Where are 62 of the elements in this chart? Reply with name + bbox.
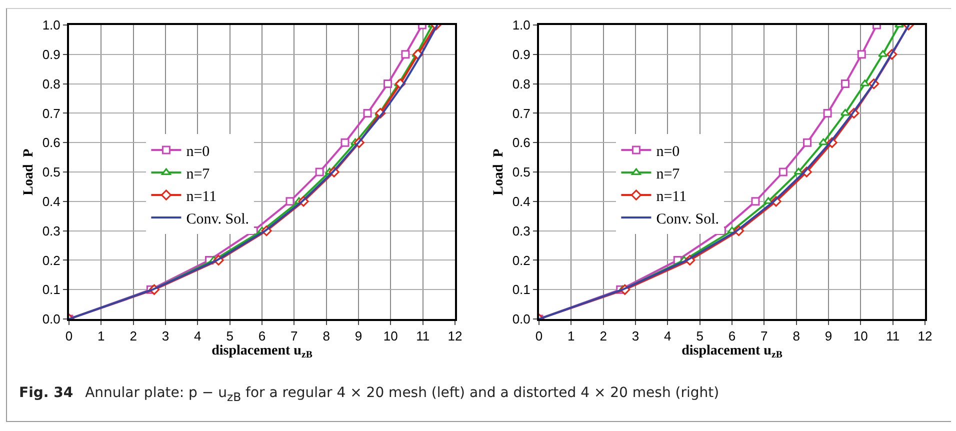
x-tick-label: 5: [696, 328, 704, 344]
y-tick-label: 1.0: [512, 18, 530, 33]
y-tick-label: 0.0: [42, 312, 60, 327]
x-tick-label: 2: [130, 328, 137, 344]
x-tick-label: 11: [416, 328, 430, 344]
x-tick-label: 11: [886, 328, 900, 344]
x-axis-title: displacement u$_{zB}$: [212, 344, 313, 361]
y-tick-label: 0.9: [512, 46, 530, 62]
legend-label: n=7: [186, 166, 210, 182]
y-tick-label: 0.6: [42, 135, 60, 150]
x-tick-label: 1: [98, 328, 105, 344]
y-tick-label: 0.9: [42, 46, 60, 62]
y-tick-label: 0.8: [512, 76, 530, 92]
text: Annular plate: p − u$_{zB}$ for a regular 4 × 20 mesh (left) and a distorted 4 × 20 mesh (right): [85, 385, 720, 404]
x-tick-label: 7: [760, 328, 768, 344]
x-tick-label: 10: [853, 328, 868, 344]
x-tick-label: 0: [65, 328, 73, 344]
x-tick-label: 9: [354, 328, 362, 344]
y-tick-label: 1.0: [42, 18, 60, 33]
legend-label: n=11: [656, 188, 687, 205]
x-tick-label: 1: [568, 328, 575, 344]
legend-label: n=0: [656, 144, 680, 160]
y-tick-label: 0.8: [42, 76, 60, 92]
x-tick-label: 4: [664, 328, 672, 344]
x-tick-label: 6: [258, 328, 266, 344]
y-tick-label: 0.7: [42, 106, 60, 121]
legend-label: n=11: [186, 188, 217, 205]
y-tick-label: 0.4: [42, 194, 60, 209]
y-tick-label: 0.5: [512, 164, 530, 180]
caption: Fig. 34: [19, 385, 74, 401]
legend-label: n=7: [656, 166, 680, 182]
x-tick-label: 4: [194, 328, 202, 344]
x-tick-label: 2: [600, 328, 607, 344]
legend-label: n=0: [186, 144, 210, 160]
y-axis-title: Load P: [491, 148, 506, 196]
y-tick-label: 0.5: [42, 164, 60, 180]
y-tick-label: 0.4: [512, 194, 530, 209]
x-tick-label: 6: [728, 328, 736, 344]
x-tick-label: 5: [226, 328, 234, 344]
y-tick-label: 0.3: [512, 223, 530, 238]
x-tick-label: 8: [792, 328, 800, 344]
x-tick-label: 7: [290, 328, 298, 344]
y-tick-label: 0.1: [42, 282, 60, 298]
y-tick-label: 0.0: [512, 312, 530, 327]
y-tick-label: 0.3: [42, 223, 60, 238]
x-tick-label: 3: [632, 328, 640, 344]
y-tick-label: 0.7: [512, 106, 530, 121]
x-tick-label: 9: [824, 328, 832, 344]
y-axis-title: Load P: [21, 148, 36, 196]
x-tick-label: 3: [162, 328, 170, 344]
y-tick-label: 0.2: [42, 252, 60, 268]
y-tick-label: 0.6: [512, 135, 530, 150]
x-tick-label: 0: [535, 328, 543, 344]
x-tick-label: 10: [383, 328, 398, 344]
legend-label: Conv. Sol.: [656, 211, 719, 228]
y-tick-label: 0.2: [512, 252, 530, 268]
x-tick-label: 8: [322, 328, 330, 344]
legend-label: Conv. Sol.: [186, 211, 249, 228]
x-tick-label: 12: [448, 328, 462, 344]
x-axis-title: displacement u$_{zB}$: [682, 344, 783, 361]
y-tick-label: 0.1: [512, 282, 530, 298]
x-tick-label: 12: [918, 328, 932, 344]
